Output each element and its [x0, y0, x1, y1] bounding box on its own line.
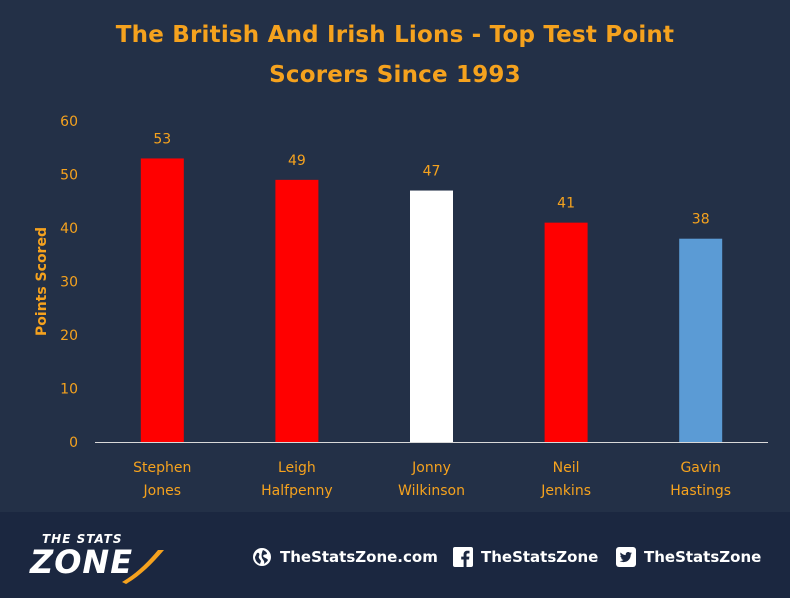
logo-swoosh-icon [122, 550, 164, 584]
category-label: Jonny [411, 460, 451, 476]
bar [140, 158, 184, 442]
footer: THE STATS ZONE TheStatsZone.com TheStats… [0, 512, 790, 598]
twitter-icon [616, 547, 636, 567]
globe-icon [253, 548, 271, 566]
y-tick-label: 30 [60, 275, 78, 291]
twitter-text: TheStatsZone [644, 548, 762, 566]
category-label: Gavin [680, 460, 720, 476]
chart-title-line-1: The British And Irish Lions - Top Test P… [115, 22, 675, 48]
category-label: Jenkins [540, 483, 591, 499]
data-label: 53 [153, 131, 171, 147]
y-axis-label: Points Scored [34, 227, 50, 336]
logo-bottom-text: ZONE [30, 543, 134, 581]
bar [275, 179, 319, 442]
category-label: Stephen [133, 460, 191, 476]
the-stats-zone-logo: THE STATS ZONE [30, 532, 170, 588]
chart-title-line-2: Scorers Since 1993 [269, 62, 521, 88]
website-link[interactable]: TheStatsZone.com [252, 546, 438, 568]
facebook-text: TheStatsZone [481, 548, 599, 566]
category-label: Hastings [670, 483, 731, 499]
facebook-icon [453, 547, 473, 567]
data-label: 38 [692, 212, 710, 228]
website-text: TheStatsZone.com [280, 548, 438, 566]
bar [544, 222, 588, 442]
y-tick-label: 20 [60, 328, 78, 344]
facebook-link[interactable]: TheStatsZone [453, 546, 598, 568]
chart-panel: The British And Irish Lions - Top Test P… [34, 22, 768, 499]
category-label: Jones [143, 483, 181, 499]
category-label: Leigh [278, 460, 316, 476]
data-label: 49 [288, 153, 306, 169]
y-tick-label: 40 [60, 221, 78, 237]
y-tick-label: 0 [69, 435, 78, 451]
bar [410, 190, 453, 442]
y-tick-label: 50 [60, 168, 78, 184]
bar [679, 238, 723, 442]
data-label: 41 [557, 196, 575, 212]
y-tick-label: 60 [60, 114, 78, 130]
twitter-link[interactable]: TheStatsZone [616, 546, 761, 568]
category-label: Wilkinson [398, 483, 465, 499]
y-tick-label: 10 [60, 382, 78, 398]
bar-chart: 0 10 20 30 40 50 60 53 49 47 41 38 Stephen Jones Lei… [34, 114, 768, 499]
category-label: Halfpenny [261, 483, 332, 499]
logo-top-text: THE STATS [42, 532, 123, 546]
category-label: Neil [553, 460, 580, 476]
data-label: 47 [423, 164, 441, 180]
